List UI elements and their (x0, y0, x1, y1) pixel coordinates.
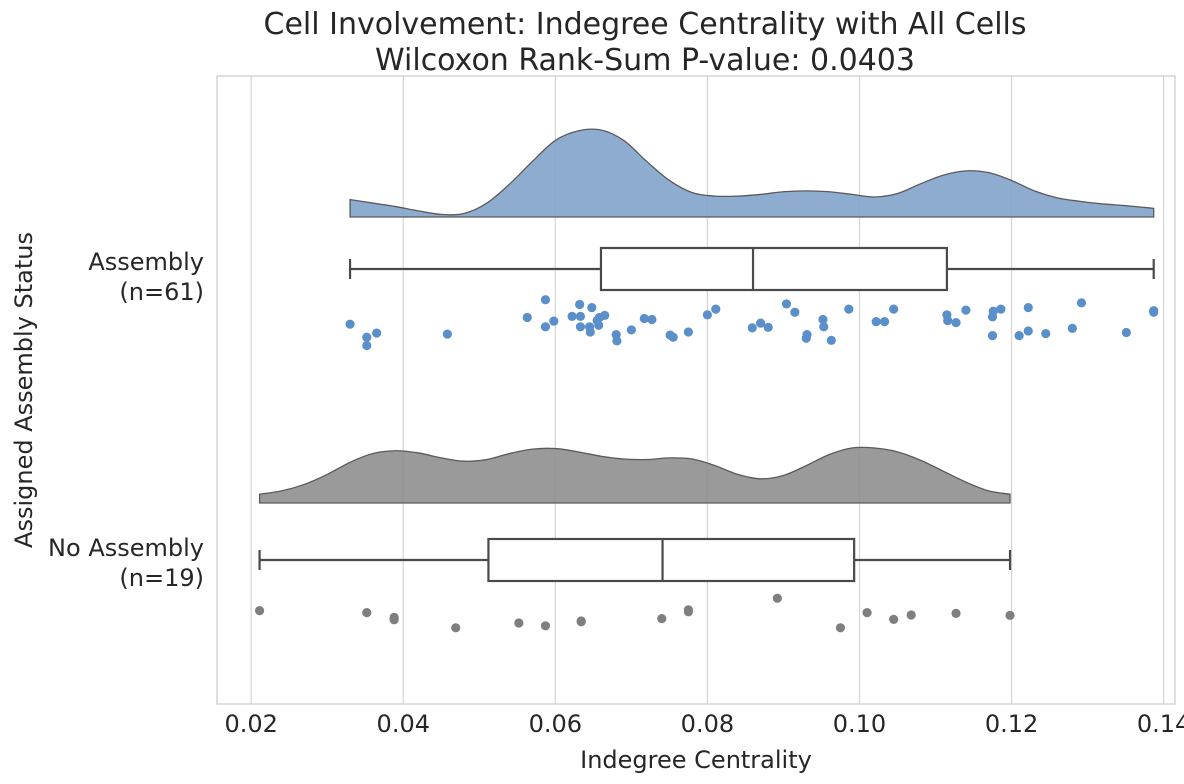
data-point-1-16 (906, 610, 916, 620)
data-point-0-21 (626, 325, 636, 335)
data-point-0-25 (683, 327, 694, 337)
data-point-0-0 (345, 319, 355, 329)
data-point-0-6 (540, 295, 551, 305)
category-label-1: No Assembly (48, 534, 204, 562)
category-count-1: (n=19) (119, 564, 204, 592)
y-axis-label: Assigned Assembly Status (10, 232, 38, 548)
data-point-0-58 (549, 316, 559, 326)
data-point-0-28 (747, 323, 757, 333)
iqr-box-0 (599, 246, 949, 292)
data-point-0-26 (702, 310, 713, 320)
data-point-0-39 (879, 317, 890, 327)
data-point-1-17 (951, 608, 961, 619)
data-point-1-6 (540, 621, 551, 631)
data-point-0-51 (1023, 326, 1033, 336)
data-point-0-7 (540, 322, 551, 332)
data-point-0-47 (988, 306, 998, 316)
data-point-0-55 (1121, 327, 1131, 338)
data-point-0-35 (819, 322, 829, 332)
data-point-0-42 (943, 315, 953, 326)
x-tick-label-2: 0.06 (529, 710, 582, 738)
data-point-0-32 (790, 307, 800, 317)
data-point-0-4 (442, 329, 452, 339)
data-point-1-13 (835, 623, 846, 633)
density-cloud-0 (349, 128, 1155, 218)
data-point-0-48 (996, 304, 1006, 314)
data-point-1-8 (576, 617, 586, 627)
data-point-0-57 (1149, 307, 1159, 317)
data-point-0-60 (802, 330, 812, 340)
chart-subtitle: Wilcoxon Rank-Sum P-value: 0.0403 (375, 43, 915, 78)
category-label-0: Assembly (88, 248, 204, 276)
data-point-1-14 (862, 608, 872, 618)
data-point-1-4 (451, 623, 461, 633)
data-point-0-8 (567, 311, 577, 321)
data-point-0-5 (522, 312, 532, 323)
data-point-0-46 (987, 331, 998, 341)
data-point-1-5 (514, 618, 524, 628)
data-point-1-0 (254, 606, 265, 616)
data-point-0-27 (711, 304, 721, 314)
data-point-0-37 (844, 304, 854, 314)
data-point-0-13 (585, 327, 595, 337)
data-point-0-23 (647, 314, 657, 325)
y-category-labels: Assembly(n=61) No Assembly(n=19) (48, 248, 204, 592)
density-cloud-1 (258, 446, 1011, 504)
data-point-0-43 (951, 318, 961, 328)
data-point-1-18 (1005, 610, 1015, 621)
data-point-0-53 (1067, 323, 1077, 333)
data-point-1-11 (683, 607, 694, 617)
data-point-1-12 (772, 593, 782, 603)
data-point-0-1 (362, 332, 372, 342)
x-axis-label: Indegree Centrality (580, 746, 812, 774)
data-point-0-3 (372, 328, 382, 338)
x-tick-label-1: 0.04 (377, 710, 430, 738)
data-point-1-1 (362, 608, 372, 618)
plot-frame (216, 75, 1176, 705)
x-tick-label-5: 0.12 (985, 710, 1038, 738)
group-1 (254, 446, 1015, 633)
category-count-0: (n=61) (119, 278, 204, 306)
x-tick-label-6: 0.14 (1137, 710, 1184, 738)
x-tick-label-4: 0.10 (833, 710, 886, 738)
data-point-0-10 (575, 322, 586, 332)
data-point-0-16 (594, 320, 604, 330)
data-point-0-50 (1023, 302, 1033, 313)
data-point-0-38 (871, 317, 881, 327)
data-point-0-20 (612, 336, 622, 346)
data-point-0-31 (781, 299, 792, 309)
data-point-0-59 (668, 332, 678, 342)
group-0 (345, 128, 1159, 351)
data-point-1-3 (389, 615, 399, 625)
data-point-0-34 (818, 314, 828, 325)
x-tick-label-3: 0.08 (681, 710, 734, 738)
x-tick-label-0: 0.02 (224, 710, 277, 738)
data-point-0-14 (587, 302, 597, 313)
data-point-0-9 (575, 299, 585, 310)
data-point-1-15 (889, 614, 899, 625)
data-point-0-30 (763, 322, 773, 332)
data-point-0-52 (1041, 328, 1051, 339)
data-point-0-54 (1076, 298, 1087, 308)
chart-title: Cell Involvement: Indegree Centrality wi… (264, 7, 1027, 42)
data-point-0-22 (639, 313, 649, 324)
data-point-0-44 (961, 305, 971, 315)
data-point-0-2 (362, 340, 372, 351)
iqr-box-1 (487, 537, 856, 583)
data-point-0-18 (600, 310, 610, 320)
data-point-0-49 (1014, 331, 1024, 341)
data-point-0-36 (826, 335, 836, 345)
grid-lines (250, 76, 1165, 704)
data-point-1-9 (657, 614, 667, 624)
data-point-0-11 (575, 311, 586, 321)
data-point-0-40 (889, 304, 899, 314)
x-tick-labels: 0.02 0.04 0.06 0.08 0.10 0.12 0.14 (224, 710, 1184, 738)
plot-area (254, 128, 1159, 633)
data-point-0-29 (756, 318, 766, 328)
